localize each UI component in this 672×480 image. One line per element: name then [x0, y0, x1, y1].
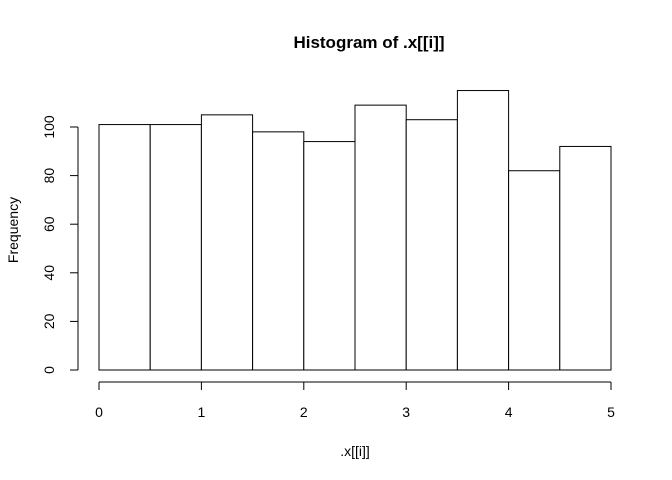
histogram-bar: [149, 124, 202, 371]
x-tick-label: 1: [198, 404, 206, 420]
histogram-bar: [405, 119, 458, 371]
x-axis-label: .x[[i]]: [340, 443, 370, 459]
y-tick-label: 20: [41, 313, 57, 329]
y-tick-label: 60: [41, 216, 57, 232]
x-tick-label: 4: [505, 404, 513, 420]
histogram-bar: [354, 104, 407, 371]
chart-title: Histogram of .x[[i]]: [293, 33, 444, 52]
y-tick-label: 80: [41, 168, 57, 184]
x-tick-label: 5: [607, 404, 615, 420]
x-tick-label: 3: [402, 404, 410, 420]
x-tick-label: 0: [95, 404, 103, 420]
y-tick-label: 40: [41, 265, 57, 281]
x-axis: 0 1 2 3 4 5: [95, 381, 615, 420]
histogram-bar: [252, 131, 305, 371]
x-tick-label: 2: [300, 404, 308, 420]
histogram-bar: [200, 114, 254, 371]
histogram-bar: [98, 124, 151, 371]
histogram-bar: [508, 170, 561, 371]
histogram-bar: [303, 141, 356, 371]
histogram-bar: [559, 145, 612, 371]
bars-group: [98, 90, 612, 371]
y-axis: 0 20 40 60 80 100: [41, 115, 79, 374]
y-tick-label: 100: [41, 115, 57, 139]
y-axis-label: Frequency: [5, 197, 21, 263]
y-tick-label: 0: [41, 366, 57, 374]
histogram-bar: [456, 90, 510, 371]
